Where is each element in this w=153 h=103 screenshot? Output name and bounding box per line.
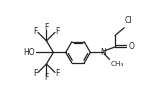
Text: Cl: Cl bbox=[125, 16, 132, 25]
Text: F: F bbox=[34, 27, 38, 36]
Text: HO: HO bbox=[23, 48, 35, 57]
Text: F: F bbox=[55, 69, 59, 78]
Text: O: O bbox=[129, 42, 135, 51]
Text: CH₃: CH₃ bbox=[110, 61, 124, 67]
Text: N: N bbox=[100, 48, 106, 57]
Text: F: F bbox=[55, 27, 59, 36]
Text: F: F bbox=[34, 69, 38, 78]
Text: F: F bbox=[44, 23, 49, 32]
Text: F: F bbox=[44, 73, 49, 82]
